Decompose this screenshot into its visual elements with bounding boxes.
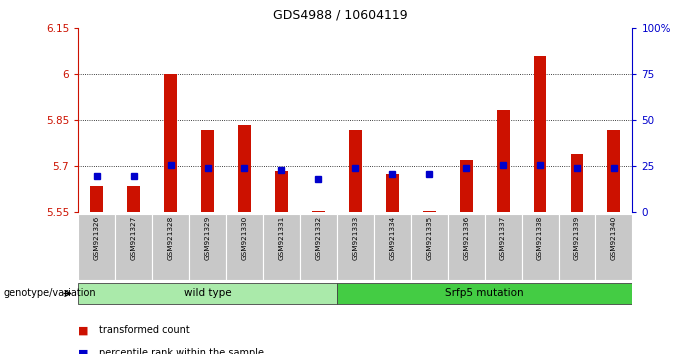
Bar	[275, 171, 288, 212]
Bar	[386, 174, 398, 212]
Text: transformed count: transformed count	[99, 325, 189, 335]
Text: GSM921335: GSM921335	[426, 216, 432, 261]
FancyBboxPatch shape	[337, 214, 374, 280]
Bar	[496, 110, 509, 212]
FancyBboxPatch shape	[78, 282, 337, 304]
Bar	[164, 74, 177, 212]
FancyBboxPatch shape	[300, 214, 337, 280]
FancyBboxPatch shape	[447, 214, 485, 280]
FancyBboxPatch shape	[558, 214, 596, 280]
Text: GSM921328: GSM921328	[167, 216, 173, 261]
FancyBboxPatch shape	[78, 214, 115, 280]
Text: GSM921332: GSM921332	[316, 216, 322, 261]
Bar	[90, 186, 103, 212]
FancyBboxPatch shape	[596, 214, 632, 280]
Text: percentile rank within the sample: percentile rank within the sample	[99, 348, 264, 354]
Text: GSM921327: GSM921327	[131, 216, 137, 261]
Bar	[607, 130, 620, 212]
FancyBboxPatch shape	[411, 214, 447, 280]
Text: GSM921333: GSM921333	[352, 216, 358, 261]
Text: Srfp5 mutation: Srfp5 mutation	[445, 289, 524, 298]
Text: GSM921326: GSM921326	[94, 216, 100, 261]
FancyBboxPatch shape	[115, 214, 152, 280]
Text: ■: ■	[78, 348, 88, 354]
Text: GSM921330: GSM921330	[241, 216, 248, 261]
Bar	[312, 211, 325, 212]
Bar	[571, 154, 583, 212]
FancyBboxPatch shape	[226, 214, 263, 280]
Bar	[349, 130, 362, 212]
Text: GSM921340: GSM921340	[611, 216, 617, 261]
Text: GSM921331: GSM921331	[278, 216, 284, 261]
FancyBboxPatch shape	[374, 214, 411, 280]
Bar	[460, 160, 473, 212]
Bar	[423, 211, 436, 212]
Bar	[201, 130, 214, 212]
FancyBboxPatch shape	[263, 214, 300, 280]
Bar	[238, 125, 251, 212]
Text: wild type: wild type	[184, 289, 231, 298]
Text: GSM921334: GSM921334	[389, 216, 395, 261]
FancyBboxPatch shape	[337, 282, 632, 304]
Text: GDS4988 / 10604119: GDS4988 / 10604119	[273, 9, 407, 22]
Bar	[534, 56, 547, 212]
FancyBboxPatch shape	[485, 214, 522, 280]
FancyBboxPatch shape	[152, 214, 189, 280]
Text: GSM921337: GSM921337	[500, 216, 506, 261]
FancyBboxPatch shape	[522, 214, 558, 280]
FancyBboxPatch shape	[189, 214, 226, 280]
Bar	[127, 186, 140, 212]
Text: GSM921338: GSM921338	[537, 216, 543, 261]
Text: GSM921336: GSM921336	[463, 216, 469, 261]
Text: GSM921329: GSM921329	[205, 216, 211, 261]
Text: GSM921339: GSM921339	[574, 216, 580, 261]
Text: genotype/variation: genotype/variation	[3, 289, 96, 298]
Text: ■: ■	[78, 325, 88, 335]
